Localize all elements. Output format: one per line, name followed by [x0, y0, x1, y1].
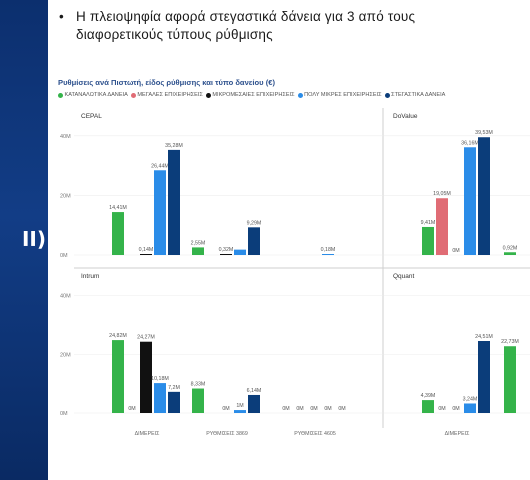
data-label: 6,14M [247, 388, 262, 394]
data-label: 10,18M [151, 376, 169, 382]
panel-title: DoValue [393, 113, 418, 120]
side-panel: ΙΙ) [0, 0, 48, 480]
bullet-text: • Η πλειοψηφία αφορά στεγαστικά δάνεια γ… [59, 8, 530, 44]
bar [154, 170, 166, 255]
bar [112, 340, 124, 413]
data-label: 14,41M [109, 205, 127, 211]
x-tick-label: ΔΙΜΕΡΕΙΣ [135, 431, 160, 437]
legend-label: ΣΤΕΓΑΣΤΙΚΑ ΔΑΝΕΙΑ [391, 92, 446, 98]
data-label: 0M [452, 248, 459, 254]
data-label: 9,29M [247, 220, 262, 226]
bar [154, 383, 166, 413]
bullet-line-2: διαφορετικούς τύπους ρύθμισης [76, 27, 273, 42]
data-label: 0,18M [321, 247, 336, 253]
panel-title: Intrum [81, 273, 99, 280]
bar [422, 226, 434, 255]
legend-item: ΜΕΓΑΛΕΣ ΕΠΙΧΕΙΡΗΣΕΙΣ [130, 92, 203, 98]
section-label: ΙΙ) [21, 227, 46, 251]
data-label: 0,14M [139, 247, 154, 253]
bar [478, 341, 490, 413]
data-label: 0,32M [219, 247, 234, 253]
legend-item: ΣΤΕΓΑΣΤΙΚΑ ΔΑΝΕΙΑ [384, 92, 446, 98]
bullet-line-1: Η πλειοψηφία αφορά στεγαστικά δάνεια για… [76, 9, 416, 24]
data-label: 22,73M [501, 339, 519, 345]
legend-swatch-icon [205, 92, 211, 98]
legend-swatch-icon [384, 92, 390, 98]
data-label: 24,51M [475, 334, 493, 340]
legend-label: ΜΙΚΡΟΜΕΣΑΙΕΣ ΕΠΙΧΕΙΡΗΣΕΙΣ [212, 92, 295, 98]
legend-swatch-icon [130, 92, 136, 98]
data-label: 35,28M [165, 143, 183, 149]
data-label: 26,44M [151, 163, 169, 169]
bar [140, 254, 152, 255]
y-tick-label: 20M [60, 352, 71, 358]
data-label: 0M [324, 406, 331, 412]
data-label: 0M [438, 406, 445, 412]
data-label: 0M [338, 406, 345, 412]
data-label: 0M [296, 406, 303, 412]
y-tick-label: 0M [60, 253, 68, 259]
legend-label: ΠΟΛΥ ΜΙΚΡΕΣ ΕΠΙΧΕΙΡΗΣΕΙΣ [304, 92, 382, 98]
bar [140, 341, 152, 413]
legend-label: ΜΕΓΑΛΕΣ ΕΠΙΧΕΙΡΗΣΕΙΣ [137, 92, 203, 98]
bar [248, 227, 260, 255]
bar [192, 247, 204, 255]
bar [504, 346, 516, 413]
data-label: 1M [236, 403, 243, 409]
data-label: 19,05M [433, 191, 451, 197]
bar [248, 394, 260, 413]
legend-swatch-icon [297, 92, 303, 98]
data-label: 0M [222, 406, 229, 412]
bar [436, 198, 448, 255]
data-label: 0M [282, 406, 289, 412]
data-label: 39,53M [475, 130, 493, 136]
x-tick-label: ΡΥΘΜΙΣΕΙΣ 4605 [294, 431, 336, 437]
data-label: 36,16M [461, 140, 479, 146]
bar [234, 410, 246, 413]
bar [504, 252, 516, 255]
chart-title: Ρυθμίσεις ανά Πιστωτή, είδος ρύθμισης κα… [58, 78, 275, 87]
bar [422, 400, 434, 413]
x-tick-label: ΔΙΜΕΡΕΙΣ [445, 431, 470, 437]
bar [234, 249, 246, 255]
legend-swatch-icon [58, 92, 63, 98]
data-label: 2,55M [191, 240, 206, 246]
data-label: 9,41M [421, 220, 436, 226]
bar [168, 391, 180, 413]
bar [220, 254, 232, 255]
bar [464, 147, 476, 255]
panel-title: Qquant [393, 273, 415, 280]
y-tick-label: 40M [60, 294, 71, 300]
bar [168, 149, 180, 255]
bullet-dot-icon: • [59, 9, 64, 24]
data-label: 8,33M [191, 382, 206, 388]
bar [322, 254, 334, 255]
bar [464, 403, 476, 413]
legend-item: ΠΟΛΥ ΜΙΚΡΕΣ ΕΠΙΧΕΙΡΗΣΕΙΣ [297, 92, 382, 98]
data-label: 0,92M [503, 245, 518, 251]
data-label: 7,2M [168, 385, 180, 391]
data-label: 4,39M [421, 393, 436, 399]
chart-legend: ΚΑΤΑΝΑΛΩΤΙΚΑ ΔΑΝΕΙΑ ΜΕΓΑΛΕΣ ΕΠΙΧΕΙΡΗΣΕΙΣ… [58, 92, 448, 98]
data-label: 0M [452, 406, 459, 412]
bar [192, 388, 204, 413]
data-label: 3,24M [463, 396, 478, 402]
legend-item: ΜΙΚΡΟΜΕΣΑΙΕΣ ΕΠΙΧΕΙΡΗΣΕΙΣ [205, 92, 295, 98]
panel-title: CEPAL [81, 113, 102, 120]
legend-item: ΚΑΤΑΝΑΛΩΤΙΚΑ ΔΑΝΕΙΑ [58, 92, 128, 98]
legend-label: ΚΑΤΑΝΑΛΩΤΙΚΑ ΔΑΝΕΙΑ [64, 92, 128, 98]
data-label: 24,82M [109, 333, 127, 339]
bar [112, 212, 124, 255]
data-label: 0M [310, 406, 317, 412]
x-tick-label: ΡΥΘΜΙΣΕΙΣ 3869 [206, 431, 248, 437]
data-label: 0M [128, 406, 135, 412]
bar [478, 137, 490, 255]
y-tick-label: 20M [60, 193, 71, 199]
y-tick-label: 40M [60, 134, 71, 140]
data-label: 24,27M [137, 335, 155, 341]
y-tick-label: 0M [60, 411, 68, 417]
